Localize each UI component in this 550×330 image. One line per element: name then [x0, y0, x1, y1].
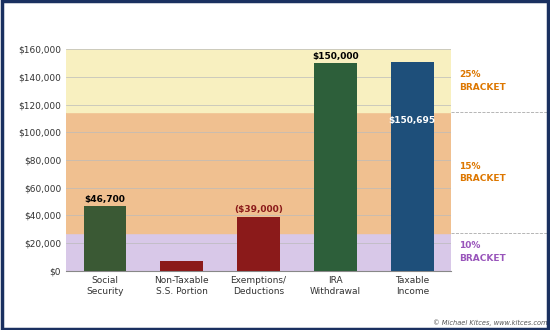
- Text: $150,000: $150,000: [312, 52, 359, 61]
- Text: $150,695: $150,695: [389, 116, 436, 125]
- Bar: [66, 50, 451, 112]
- Bar: [238, 217, 279, 271]
- Text: © Michael Kitces, www.kitces.com: © Michael Kitces, www.kitces.com: [433, 319, 547, 326]
- Bar: [66, 112, 451, 233]
- Bar: [391, 62, 433, 271]
- Text: 10%
BRACKET: 10% BRACKET: [459, 241, 506, 263]
- Bar: [314, 63, 356, 271]
- Text: ($7,005): ($7,005): [160, 263, 203, 272]
- Text: 15%
BRACKET: 15% BRACKET: [459, 162, 506, 183]
- Bar: [66, 233, 451, 271]
- Bar: [161, 261, 203, 271]
- Bar: [84, 206, 126, 271]
- Text: 25%
BRACKET: 25% BRACKET: [459, 70, 506, 92]
- Text: ($39,000): ($39,000): [234, 205, 283, 214]
- Text: $46,700: $46,700: [84, 195, 125, 204]
- Text: DELAYED LARGE IRA DISTRIBUTIONS STILL SPAN MULTIPLE TAX BRACKETS: DELAYED LARGE IRA DISTRIBUTIONS STILL SP…: [11, 14, 474, 24]
